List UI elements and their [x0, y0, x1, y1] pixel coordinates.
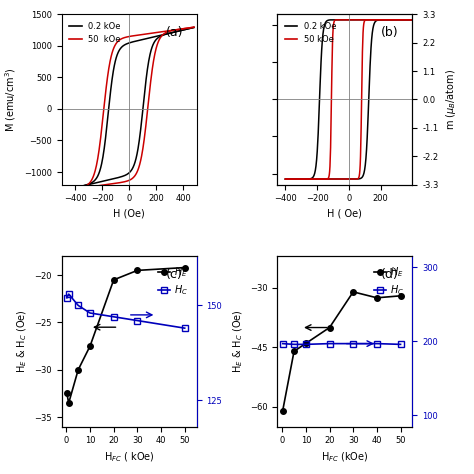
Y-axis label: H$_E$ & H$_C$ (Oe): H$_E$ & H$_C$ (Oe)	[15, 310, 29, 374]
Y-axis label: H$_E$ & H$_C$ (Oe): H$_E$ & H$_C$ (Oe)	[231, 310, 245, 374]
X-axis label: H ( Oe): H ( Oe)	[328, 209, 362, 219]
Text: (b): (b)	[381, 26, 399, 39]
X-axis label: H$_{FC}$ ( kOe): H$_{FC}$ ( kOe)	[104, 451, 155, 465]
Text: (c): (c)	[166, 268, 183, 281]
X-axis label: H (Oe): H (Oe)	[113, 209, 145, 219]
Legend: $H_E$, $H_C$: $H_E$, $H_C$	[370, 261, 408, 301]
X-axis label: H$_{FC}$ (kOe): H$_{FC}$ (kOe)	[321, 451, 369, 465]
Text: (a): (a)	[165, 26, 183, 39]
Y-axis label: M (emu/cm$^3$): M (emu/cm$^3$)	[3, 67, 18, 132]
Legend: 0.2 kOe, 50  kOe: 0.2 kOe, 50 kOe	[66, 18, 124, 47]
Y-axis label: m ($\mu_B$/atom): m ($\mu_B$/atom)	[444, 69, 458, 130]
Legend: 0.2 kOe, 50 kOe: 0.2 kOe, 50 kOe	[282, 18, 340, 47]
Legend: $H_E$, $H_C$: $H_E$, $H_C$	[155, 261, 191, 301]
Text: (d): (d)	[381, 268, 399, 281]
